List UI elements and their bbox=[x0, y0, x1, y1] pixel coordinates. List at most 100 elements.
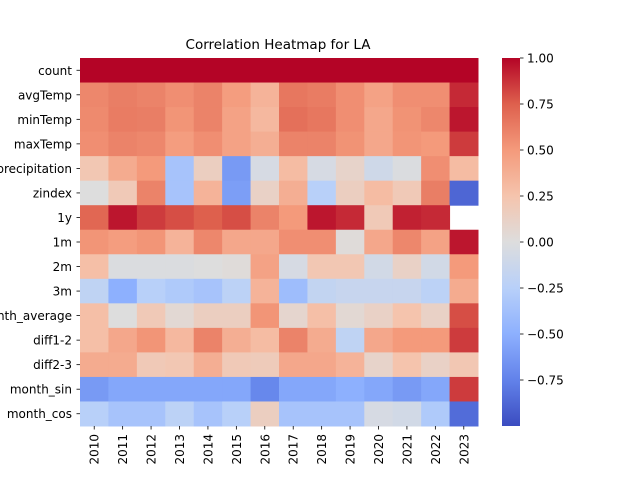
heatmap-cell bbox=[80, 156, 109, 182]
heatmap-cell bbox=[449, 229, 479, 255]
heatmap-cell bbox=[193, 303, 223, 329]
y-tick-label: 1m bbox=[53, 236, 72, 250]
colorbar-tick-label: 0.25 bbox=[527, 190, 554, 204]
heatmap-cell bbox=[193, 401, 223, 427]
heatmap-cell bbox=[250, 107, 280, 133]
heatmap-cell bbox=[307, 180, 337, 206]
heatmap-cell bbox=[335, 58, 365, 84]
x-tick-label: 2012 bbox=[145, 434, 159, 465]
heatmap-cell bbox=[136, 401, 166, 427]
heatmap-cell bbox=[222, 303, 252, 329]
colorbar-tick-label: −0.25 bbox=[527, 282, 564, 296]
heatmap-cell bbox=[279, 303, 308, 329]
heatmap-cell bbox=[108, 82, 138, 108]
x-tick-label: 2010 bbox=[88, 434, 102, 465]
heatmap-cell bbox=[392, 180, 422, 206]
heatmap-cell bbox=[335, 352, 365, 378]
heatmap-cell bbox=[392, 156, 422, 182]
heatmap-cell bbox=[392, 401, 422, 427]
heatmap-cell bbox=[136, 352, 166, 378]
heatmap-cell bbox=[421, 352, 451, 378]
heatmap-cell bbox=[421, 327, 451, 353]
heatmap-cell bbox=[392, 254, 422, 280]
heatmap-cell bbox=[307, 107, 337, 133]
heatmap-cell bbox=[279, 107, 308, 133]
heatmap-cell bbox=[165, 352, 195, 378]
heatmap-cell bbox=[307, 131, 337, 157]
x-tick-label: 2022 bbox=[429, 434, 443, 465]
heatmap-cell bbox=[449, 401, 479, 427]
heatmap-cell bbox=[165, 254, 195, 280]
heatmap-cell bbox=[80, 254, 109, 280]
heatmap-cell bbox=[392, 303, 422, 329]
heatmap-cell bbox=[449, 303, 479, 329]
chart-title: Correlation Heatmap for LA bbox=[186, 37, 372, 53]
heatmap-cell bbox=[193, 229, 223, 255]
heatmap-cell bbox=[136, 131, 166, 157]
heatmap-cell bbox=[136, 303, 166, 329]
heatmap-cell bbox=[193, 58, 223, 84]
y-tick-label: diff1-2 bbox=[33, 334, 72, 348]
heatmap-cell bbox=[222, 82, 252, 108]
colorbar-tick-label: −0.50 bbox=[527, 328, 564, 342]
colorbar-tick-label: −0.75 bbox=[527, 374, 564, 388]
heatmap-cell bbox=[80, 180, 109, 206]
heatmap-cell bbox=[108, 180, 138, 206]
heatmap-cell bbox=[421, 254, 451, 280]
heatmap-cell bbox=[392, 107, 422, 133]
heatmap-cell bbox=[392, 82, 422, 108]
heatmap-cell bbox=[279, 278, 308, 304]
heatmap-cell bbox=[307, 82, 337, 108]
heatmap-cell bbox=[193, 254, 223, 280]
heatmap-cell bbox=[307, 376, 337, 402]
x-tick-label: 2021 bbox=[400, 434, 414, 465]
heatmap-cell bbox=[335, 327, 365, 353]
heatmap-cell bbox=[335, 82, 365, 108]
heatmap-cell bbox=[108, 254, 138, 280]
heatmap-cell bbox=[364, 303, 394, 329]
heatmap-cell bbox=[222, 156, 252, 182]
heatmap-cell bbox=[165, 82, 195, 108]
heatmap-cell bbox=[80, 401, 109, 427]
heatmap-cell bbox=[449, 376, 479, 402]
y-tick-label: month_cos bbox=[7, 407, 72, 421]
heatmap-cell bbox=[250, 131, 280, 157]
heatmap-cell bbox=[364, 376, 394, 402]
heatmap-cell bbox=[421, 229, 451, 255]
heatmap-cell bbox=[449, 254, 479, 280]
heatmap-cell bbox=[392, 352, 422, 378]
heatmap-cell bbox=[250, 401, 280, 427]
heatmap-cell bbox=[136, 229, 166, 255]
heatmap-cell bbox=[279, 376, 308, 402]
heatmap-cell bbox=[165, 303, 195, 329]
heatmap-cell bbox=[108, 229, 138, 255]
heatmap-cell bbox=[421, 303, 451, 329]
heatmap-cell bbox=[421, 278, 451, 304]
heatmap-cell bbox=[136, 58, 166, 84]
heatmap-cell bbox=[222, 131, 252, 157]
heatmap-cell bbox=[364, 254, 394, 280]
heatmap-cell bbox=[307, 229, 337, 255]
heatmap-cell bbox=[392, 131, 422, 157]
heatmap-cell bbox=[108, 278, 138, 304]
heatmap-cell bbox=[279, 58, 308, 84]
colorbar-gradient bbox=[502, 58, 520, 426]
heatmap-cell bbox=[421, 156, 451, 182]
heatmap-cell bbox=[108, 58, 138, 84]
heatmap-cell bbox=[364, 58, 394, 84]
y-tick-label: 2m bbox=[53, 260, 72, 274]
heatmap-cell bbox=[108, 376, 138, 402]
heatmap-cell bbox=[364, 352, 394, 378]
heatmap-cell bbox=[136, 107, 166, 133]
y-tick-label: 1y bbox=[57, 211, 72, 225]
heatmap-cell bbox=[335, 131, 365, 157]
heatmap-cell bbox=[335, 278, 365, 304]
heatmap-cell bbox=[307, 254, 337, 280]
heatmap-cell bbox=[80, 82, 109, 108]
heatmap-cell bbox=[364, 156, 394, 182]
heatmap-cell bbox=[279, 131, 308, 157]
x-tick-label: 2015 bbox=[230, 434, 244, 465]
heatmap-cell bbox=[222, 278, 252, 304]
heatmap-cell bbox=[279, 180, 308, 206]
heatmap-cell bbox=[449, 82, 479, 108]
